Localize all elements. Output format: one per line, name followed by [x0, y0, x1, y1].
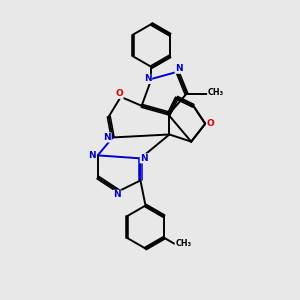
Text: N: N [140, 154, 148, 163]
Text: CH₃: CH₃ [175, 239, 191, 248]
Text: N: N [88, 151, 96, 160]
Text: CH₃: CH₃ [208, 88, 224, 97]
Text: N: N [175, 64, 183, 73]
Text: N: N [103, 133, 111, 142]
Text: O: O [116, 89, 123, 98]
Text: O: O [207, 119, 214, 128]
Text: N: N [113, 190, 121, 199]
Text: N: N [144, 74, 152, 83]
